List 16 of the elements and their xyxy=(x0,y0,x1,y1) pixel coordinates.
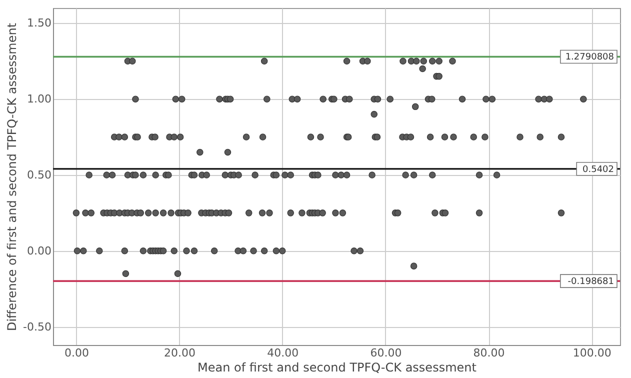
y-tick-label: 0.00 xyxy=(27,244,52,258)
x-tick-label: 60.00 xyxy=(370,346,402,360)
y-tick-label: 0.50 xyxy=(27,168,52,182)
ref-line-label: 0.5402 xyxy=(582,164,614,175)
x-tick-label: 40.00 xyxy=(267,346,299,360)
x-tick-label: 20.00 xyxy=(164,346,196,360)
y-tick-label: 1.50 xyxy=(27,16,52,30)
x-tick-label: 80.00 xyxy=(473,346,505,360)
x-axis-title: Mean of first and second TPFQ-CK assessment xyxy=(198,360,477,374)
y-tick-label: -0.50 xyxy=(23,320,52,334)
ref-line-label: 1.2790808 xyxy=(565,52,614,63)
x-tick-label: 100.00 xyxy=(572,346,612,360)
ref-line-label: -0.198681 xyxy=(568,277,614,288)
x-tick-label: 0.00 xyxy=(64,346,89,360)
y-tick-label: 1.00 xyxy=(27,92,52,106)
y-axis-title: Difference of first and second TPFQ-CK assessment xyxy=(5,22,20,332)
